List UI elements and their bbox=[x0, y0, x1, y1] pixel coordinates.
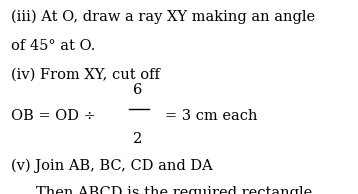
Text: OB = OD ÷: OB = OD ÷ bbox=[11, 109, 100, 123]
Text: (v) Join AB, BC, CD and DA: (v) Join AB, BC, CD and DA bbox=[11, 159, 213, 173]
Text: 2: 2 bbox=[133, 132, 142, 146]
Text: Then ABCD is the required rectangle.: Then ABCD is the required rectangle. bbox=[36, 186, 317, 194]
Text: (iv) From XY, cut off: (iv) From XY, cut off bbox=[11, 68, 160, 82]
Text: 6: 6 bbox=[133, 83, 142, 97]
Text: = 3 cm each: = 3 cm each bbox=[165, 109, 257, 123]
Text: of 45° at O.: of 45° at O. bbox=[11, 39, 95, 53]
Text: (iii) At O, draw a ray XY making an angle: (iii) At O, draw a ray XY making an angl… bbox=[11, 10, 315, 24]
